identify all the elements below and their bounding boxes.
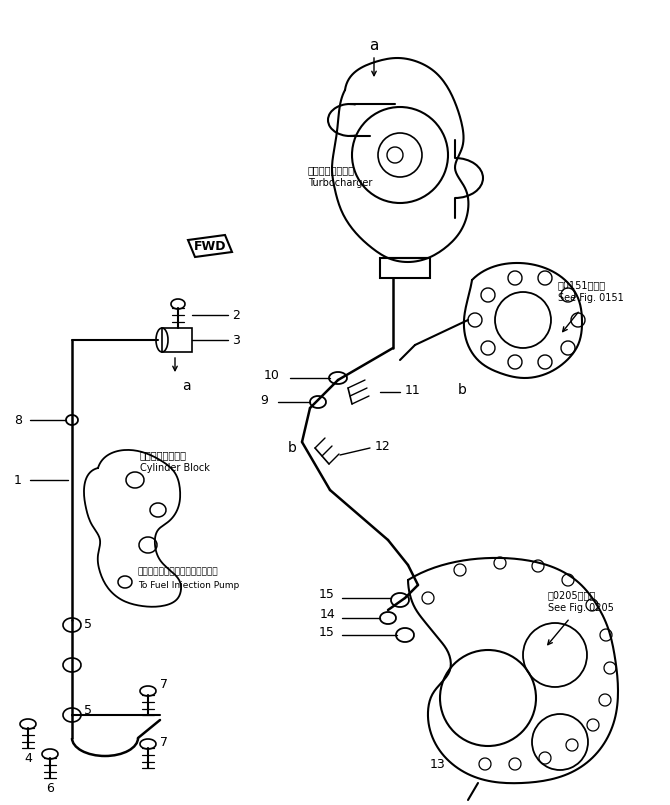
Text: 5: 5 [84, 618, 92, 631]
Text: 6: 6 [46, 782, 54, 795]
Text: Cylinder Block: Cylinder Block [140, 463, 210, 473]
Text: 8: 8 [14, 414, 22, 427]
Text: 15: 15 [319, 588, 335, 601]
Text: a: a [369, 38, 379, 52]
Text: 11: 11 [405, 383, 421, 397]
Text: 9: 9 [260, 394, 268, 407]
Text: 7: 7 [160, 736, 168, 749]
Text: 図0151図参照: 図0151図参照 [558, 280, 606, 290]
Text: 7: 7 [160, 679, 168, 691]
Text: 3: 3 [232, 333, 240, 346]
Text: 4: 4 [24, 752, 32, 765]
Text: 14: 14 [319, 609, 335, 621]
Text: 5: 5 [84, 704, 92, 716]
Text: 10: 10 [264, 369, 280, 382]
Text: フェルインジェクションポンプへ: フェルインジェクションポンプへ [138, 568, 218, 576]
Text: FWD: FWD [194, 240, 226, 253]
Text: 15: 15 [319, 625, 335, 638]
Text: To Fuel Injection Pump: To Fuel Injection Pump [138, 580, 239, 589]
Text: 1: 1 [14, 473, 22, 486]
Text: See Fig. 0151: See Fig. 0151 [558, 293, 624, 303]
Text: Turbocharger: Turbocharger [308, 178, 373, 188]
Text: b: b [458, 383, 466, 397]
Text: 12: 12 [375, 440, 391, 452]
Text: See Fig. 0205: See Fig. 0205 [548, 603, 614, 613]
Text: 2: 2 [232, 308, 240, 321]
Text: 13: 13 [430, 758, 446, 771]
Text: ターボチャージャ: ターボチャージャ [308, 165, 355, 175]
Text: b: b [287, 441, 296, 455]
Text: 図0205図参照: 図0205図参照 [548, 590, 596, 600]
Text: a: a [182, 379, 191, 393]
Text: シリンダブロック: シリンダブロック [140, 450, 187, 460]
